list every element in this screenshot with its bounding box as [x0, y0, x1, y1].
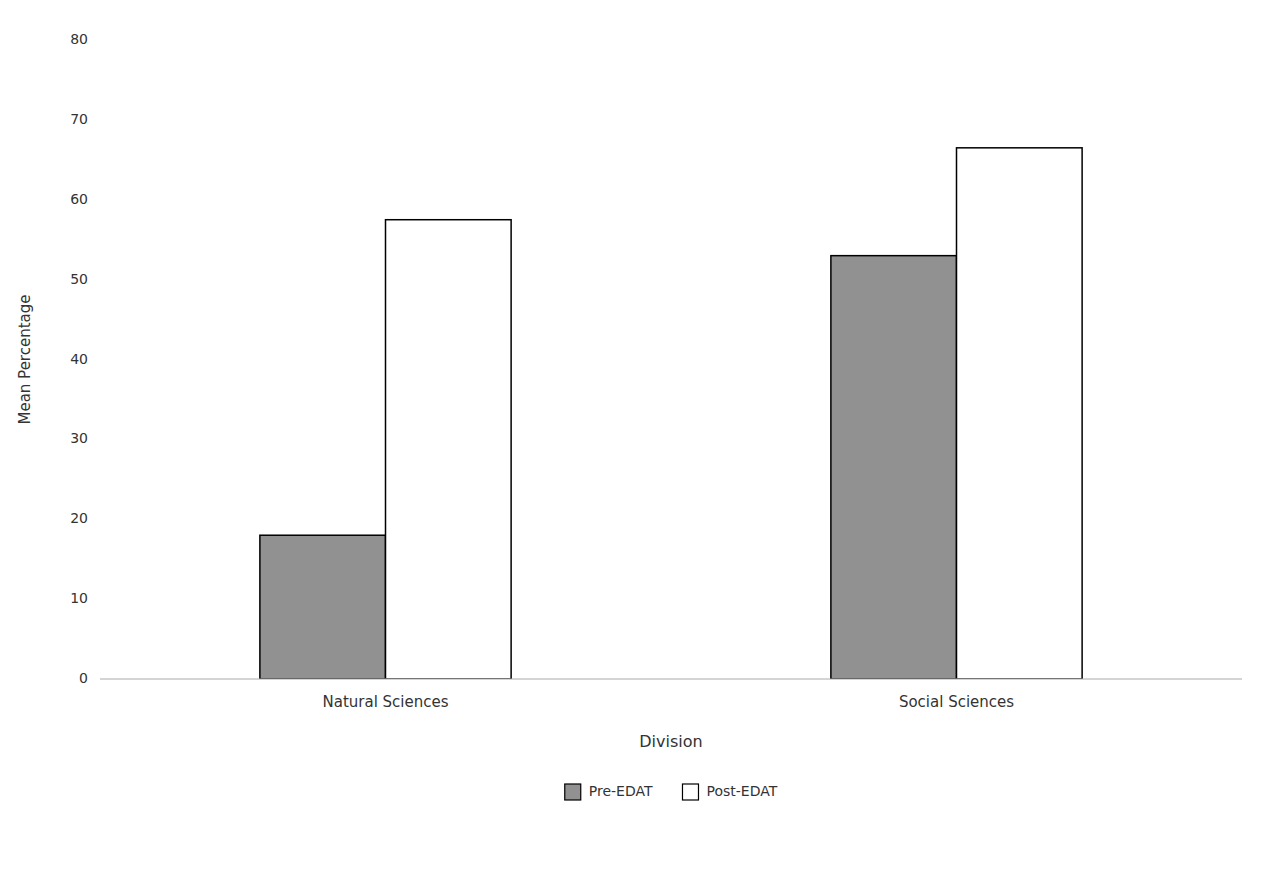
legend-swatch	[565, 784, 581, 800]
y-axis: 0 10 20 30 40 50 60 70 80	[70, 31, 88, 686]
bar	[386, 220, 512, 679]
x-axis: Natural Sciences Social Sciences	[322, 693, 1014, 711]
y-tick-label: 50	[70, 271, 88, 287]
x-tick-label: Social Sciences	[899, 693, 1014, 711]
legend-label: Pre-EDAT	[589, 783, 653, 799]
y-axis-label: Mean Percentage	[16, 294, 34, 424]
chart-container: 0 10 20 30 40 50 60 70 80 Natural Sciences Social …	[0, 0, 1282, 869]
bar	[957, 148, 1083, 679]
legend-swatch	[682, 784, 698, 800]
legend-label: Post-EDAT	[706, 783, 777, 799]
y-tick-label: 70	[70, 111, 88, 127]
legend: Pre-EDAT Post-EDAT	[565, 783, 778, 800]
chart-svg: 0 10 20 30 40 50 60 70 80 Natural Sciences Social …	[0, 0, 1282, 869]
bars	[260, 148, 1082, 679]
y-tick-label: 40	[70, 351, 88, 367]
y-tick-label: 20	[70, 510, 88, 526]
y-tick-label: 10	[70, 590, 88, 606]
y-tick-label: 80	[70, 31, 88, 47]
x-axis-line	[100, 679, 1242, 680]
bar	[831, 256, 957, 679]
bar	[260, 535, 386, 679]
x-axis-label: Division	[639, 732, 702, 751]
y-tick-label: 60	[70, 191, 88, 207]
y-tick-label: 30	[70, 430, 88, 446]
x-tick-label: Natural Sciences	[322, 693, 448, 711]
y-tick-label: 0	[79, 670, 88, 686]
